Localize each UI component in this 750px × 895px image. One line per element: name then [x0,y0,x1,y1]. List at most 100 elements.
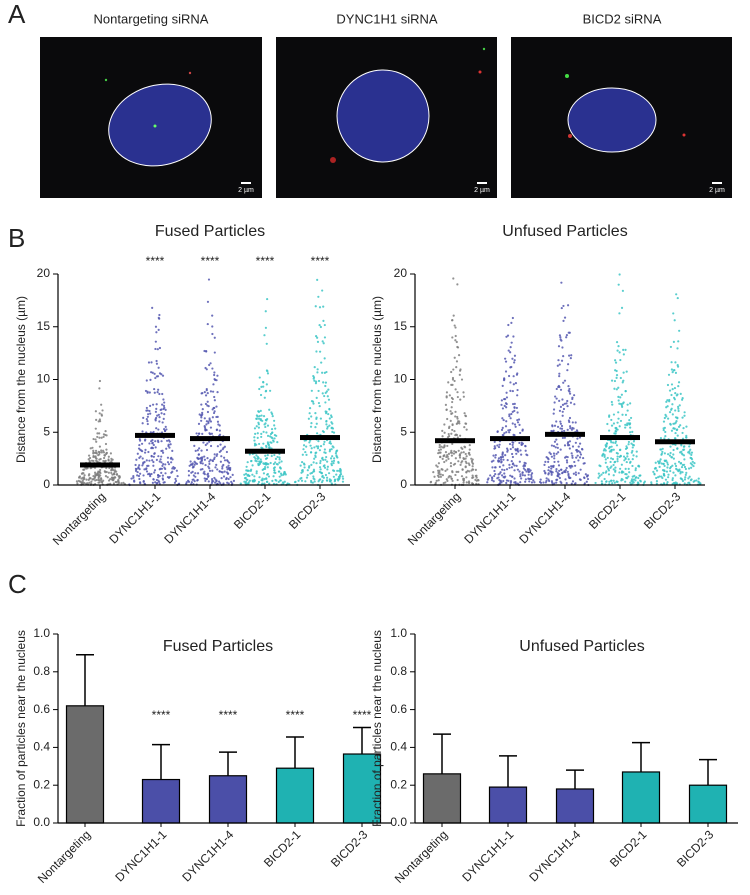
data-dot [324,391,327,394]
data-dot [211,459,214,462]
data-dot [624,447,628,450]
data-dot [528,477,531,481]
data-dot [620,393,623,396]
mean-bar [545,431,585,437]
data-dot [193,463,196,466]
data-dot [90,480,93,483]
data-dot [464,414,467,417]
data-dot [615,426,618,430]
data-dot [163,429,167,433]
data-dot [558,476,562,480]
data-dot [309,425,313,428]
data-dot [193,479,196,483]
y-axis-label: Distance from the nucleus (µm) [14,296,28,463]
data-dot [519,481,522,484]
data-dot [275,479,278,482]
data-dot [192,478,195,481]
data-dot [194,449,197,453]
data-dot [265,389,268,392]
data-dot [213,453,216,456]
data-dot [212,383,215,386]
data-dot [604,461,607,464]
data-dot [471,461,474,464]
data-dot [623,459,626,462]
data-dot [449,462,453,465]
data-dot [323,371,326,374]
data-dot [150,454,153,458]
data-dot [138,464,141,467]
data-dot [249,469,252,473]
data-dot [155,359,158,363]
data-dot [508,428,512,432]
data-dot [656,460,660,463]
data-dot [172,465,175,469]
data-dot [208,440,211,443]
data-dot [205,368,208,371]
data-dot [621,405,624,409]
data-dot [683,445,686,448]
data-dot [628,419,631,422]
data-dot [323,466,327,469]
data-dot [329,457,333,460]
data-dot [505,431,508,434]
data-dot [189,460,192,463]
data-dot [454,339,457,342]
data-dot [200,416,203,419]
data-dot [268,408,271,411]
data-dot [631,430,634,433]
data-dot [451,428,454,432]
data-dot [170,461,173,464]
data-dot [157,479,160,482]
data-dot [666,405,669,408]
data-dot [518,470,521,473]
data-dot [165,447,168,450]
significance: **** [201,254,220,268]
data-dot [513,406,516,409]
data-dot [660,462,663,465]
data-dot [104,442,108,446]
data-dot [441,474,444,477]
data-dot [550,467,553,470]
data-dot [529,469,532,472]
data-dot [456,478,459,482]
data-dot [161,451,165,454]
data-dot [451,378,455,381]
data-dot [624,423,627,426]
data-dot [503,468,506,472]
data-dot [561,398,564,401]
data-dot [554,395,557,398]
data-dot [517,450,520,453]
data-dot [112,482,115,485]
data-dot [139,455,142,458]
data-dot [494,456,497,459]
data-dot [310,415,313,418]
data-dot [441,446,445,449]
data-dot [261,482,264,485]
data-dot [654,466,657,470]
data-dot [655,476,658,480]
data-dot [516,419,519,422]
data-dot [215,428,219,431]
data-dot [556,364,559,367]
data-dot [204,443,207,447]
data-dot [505,335,508,338]
data-dot [253,442,257,445]
data-dot [263,396,266,399]
data-dot [276,441,279,444]
data-dot [321,479,324,482]
data-dot [270,411,273,414]
data-dot [443,460,446,464]
data-dot [510,341,513,344]
data-dot [211,325,214,328]
data-dot [579,451,582,454]
data-dot [271,415,274,418]
data-dot [613,432,616,435]
data-dot [682,463,686,466]
data-dot [622,371,625,374]
data-dot [90,459,94,462]
data-dot [120,482,123,485]
data-dot [274,457,278,460]
data-dot [205,448,209,452]
data-dot [521,428,524,431]
data-dot [201,411,204,414]
